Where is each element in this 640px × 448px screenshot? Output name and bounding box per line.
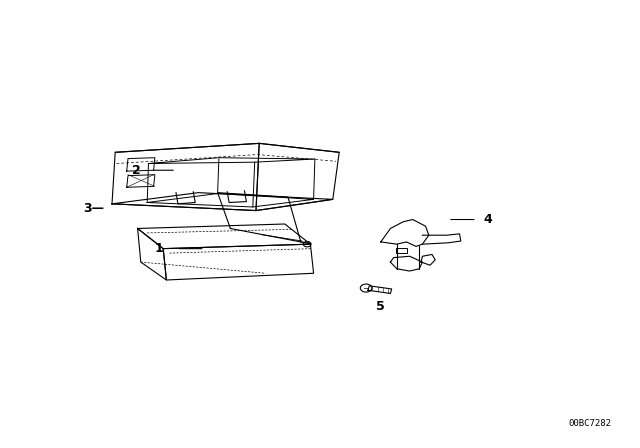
Circle shape <box>360 284 372 292</box>
Text: 1: 1 <box>154 242 163 255</box>
Bar <box>396 248 407 253</box>
Text: 5: 5 <box>376 300 385 314</box>
Text: 3—: 3— <box>83 202 104 215</box>
Text: 2: 2 <box>132 164 141 177</box>
Text: 00BC7282: 00BC7282 <box>568 419 611 428</box>
Text: 4: 4 <box>483 213 492 226</box>
